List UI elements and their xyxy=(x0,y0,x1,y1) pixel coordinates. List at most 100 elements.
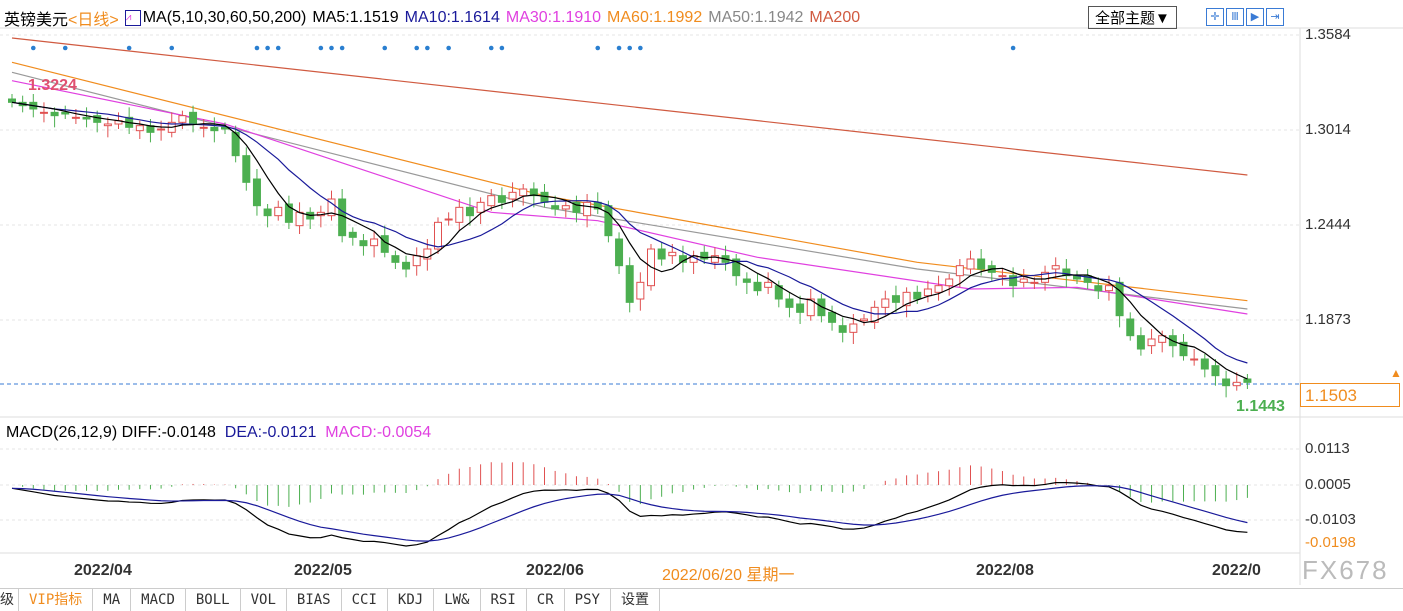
tab-1[interactable]: VIP指标 xyxy=(19,589,94,611)
candle-body xyxy=(828,311,837,323)
candle-body xyxy=(1211,365,1220,377)
candle-body xyxy=(870,306,879,323)
tab-2[interactable]: MA xyxy=(93,589,132,611)
candle-body xyxy=(189,111,198,125)
signal-dot xyxy=(488,45,494,51)
candle-body xyxy=(274,206,283,217)
period-label[interactable]: <日线> xyxy=(68,12,119,29)
goto-end-icon[interactable]: ⇥ xyxy=(1266,8,1284,26)
tab-9[interactable]: LW& xyxy=(434,589,481,611)
ma5-line xyxy=(11,101,1248,380)
candle-body xyxy=(1136,335,1145,350)
theme-dropdown[interactable]: 全部主题▼ xyxy=(1088,6,1177,29)
signal-dot xyxy=(126,45,132,51)
candle-body xyxy=(572,201,581,213)
candle-body xyxy=(540,191,549,203)
tab-4[interactable]: BOLL xyxy=(186,589,241,611)
candle-body xyxy=(178,115,187,123)
candle-body xyxy=(1094,285,1103,292)
candle-body xyxy=(71,116,80,119)
price-tick: 1.2444 xyxy=(1305,216,1351,233)
candle-body xyxy=(881,298,890,308)
candle-body xyxy=(391,255,400,263)
candle-body xyxy=(455,206,464,223)
candle-body xyxy=(508,191,517,200)
play-icon[interactable]: ▶ xyxy=(1246,8,1264,26)
candle-body xyxy=(955,265,964,277)
candle-body xyxy=(231,131,240,157)
chart-canvas[interactable] xyxy=(0,0,1403,588)
candle-body xyxy=(657,248,666,260)
tab-8[interactable]: KDJ xyxy=(388,589,435,611)
tab-10[interactable]: RSI xyxy=(481,589,527,611)
candle-body xyxy=(370,238,379,247)
signal-dot xyxy=(382,45,388,51)
signal-dot xyxy=(31,45,36,51)
indicator-tabs: 级 VIP指标 MA MACD BOLL VOL BIAS CCI KDJ LW& RSI CR PSY… xyxy=(0,588,1403,611)
candle-body xyxy=(1222,378,1231,387)
signal-dot xyxy=(318,45,324,51)
signal-dot xyxy=(446,45,451,51)
macd-tick: 0.0113 xyxy=(1305,440,1350,457)
signal-dot xyxy=(329,45,334,51)
ma10-line xyxy=(11,101,1248,364)
signal-dot xyxy=(254,45,260,51)
candle-body xyxy=(849,323,858,333)
candle-body xyxy=(327,198,336,217)
candle-body xyxy=(1051,265,1060,270)
tab-13[interactable]: 设置 xyxy=(611,589,660,611)
candle-body xyxy=(753,281,762,292)
candle-body xyxy=(412,255,421,267)
crosshair-icon[interactable]: ✛ xyxy=(1206,8,1224,26)
ma50-line xyxy=(11,71,1248,310)
candle-body xyxy=(39,111,48,114)
candle-body xyxy=(295,211,304,227)
candle-body xyxy=(1115,281,1124,317)
signal-dot xyxy=(627,45,632,51)
tab-3[interactable]: MACD xyxy=(131,589,186,611)
candle-body xyxy=(583,201,592,217)
candle-body xyxy=(252,178,261,207)
ma60-line xyxy=(11,61,1248,302)
candle-body xyxy=(1190,358,1199,361)
candle-body xyxy=(359,240,368,247)
candle-body xyxy=(50,111,59,117)
candle-body xyxy=(966,258,975,270)
candle-body xyxy=(764,281,773,288)
candle-body xyxy=(891,295,900,303)
signal-dot xyxy=(616,45,622,51)
tab-12[interactable]: PSY xyxy=(565,589,611,611)
candle-body xyxy=(732,258,741,277)
tab-6[interactable]: BIAS xyxy=(287,589,342,611)
candle-body xyxy=(998,275,1007,278)
candle-body xyxy=(551,205,560,210)
date-label: 2022/08 xyxy=(976,562,1034,579)
signal-dot xyxy=(169,45,175,51)
tab-5[interactable]: VOL xyxy=(241,589,287,611)
date-label: 2022/06 xyxy=(526,562,584,579)
price-marker-icon: ▲ xyxy=(1390,366,1402,380)
candle-body xyxy=(444,218,453,221)
candle-body xyxy=(93,115,102,123)
tab-7[interactable]: CCI xyxy=(342,589,388,611)
candle-body xyxy=(561,205,570,210)
candle-body xyxy=(434,221,442,250)
candle-body xyxy=(1200,358,1209,370)
candle-body xyxy=(710,255,719,263)
low-label: 1.1443 xyxy=(1236,398,1285,415)
candle-body xyxy=(796,303,805,313)
candle-body xyxy=(423,248,432,260)
candle-body xyxy=(1019,278,1028,283)
tab-0[interactable]: 级 xyxy=(0,589,19,611)
candle-body xyxy=(806,298,815,317)
candle-body xyxy=(977,258,986,270)
price-tick: 1.3014 xyxy=(1305,121,1351,138)
candle-body xyxy=(934,285,943,293)
tab-11[interactable]: CR xyxy=(527,589,565,611)
ma-indicator-icon[interactable]: ⩘ xyxy=(124,10,141,26)
candle-body xyxy=(902,291,911,307)
zoom-range-icon[interactable]: Ⅲ xyxy=(1226,8,1244,26)
ma-label: MA(5,10,30,60,50,200) xyxy=(142,9,307,26)
price-tick: 1.1873 xyxy=(1305,311,1351,328)
candle-body xyxy=(913,291,922,300)
